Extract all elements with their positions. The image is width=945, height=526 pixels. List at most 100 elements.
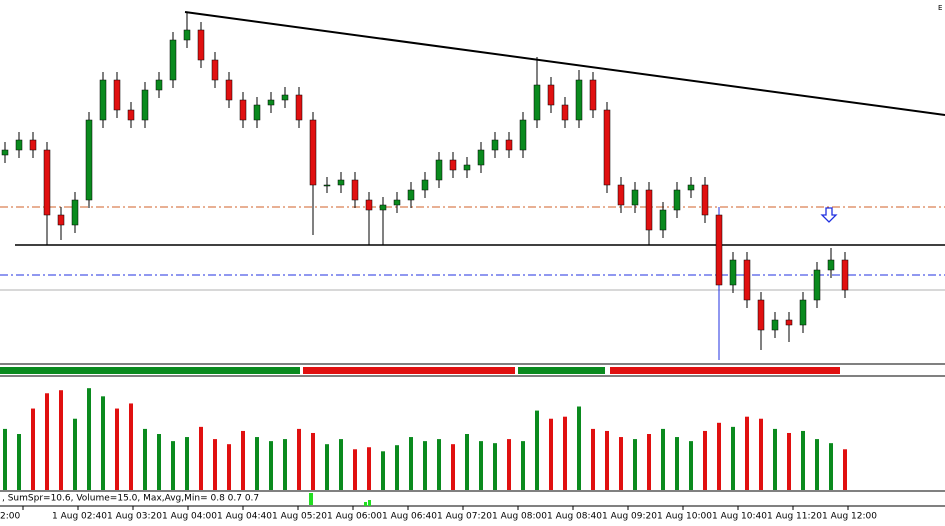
volume-bar — [507, 439, 511, 490]
x-tick-label: 1 Aug 09:20 — [602, 512, 657, 522]
candle-body — [29, 139, 37, 151]
volume-bar — [689, 441, 693, 490]
volume-bar — [577, 406, 581, 490]
candle-body — [729, 259, 737, 286]
volume-bar — [213, 439, 217, 490]
volume-bar — [255, 437, 259, 490]
candle-body — [449, 159, 457, 171]
volume-bar — [283, 439, 287, 490]
candle-body — [351, 179, 359, 201]
corner-text: E — [938, 4, 942, 12]
volume-bar — [185, 437, 189, 490]
x-tick-label: 1 Aug 08:40 — [547, 512, 602, 522]
volume-bar — [633, 439, 637, 490]
volume-bar — [801, 430, 805, 490]
x-tick-label: 1 Aug 10:00 — [657, 512, 712, 522]
volume-bar — [437, 439, 441, 490]
candle-body — [267, 99, 275, 106]
candle-body — [407, 189, 415, 201]
volume-bar — [199, 426, 203, 490]
x-tick-label: 1 Aug 04:00 — [162, 512, 217, 522]
indicator-tick — [309, 493, 313, 505]
candle-body — [743, 259, 751, 301]
volume-bar — [563, 416, 567, 490]
volume-bar — [129, 403, 133, 490]
x-tick-label: 1 Aug 07:20 — [437, 512, 492, 522]
volume-bar — [521, 441, 525, 490]
candle-body — [197, 29, 205, 61]
candle-body — [561, 104, 569, 121]
candle-body — [225, 79, 233, 101]
candle-body — [309, 119, 317, 186]
trend-bar — [0, 367, 300, 374]
volume-bar — [787, 432, 791, 490]
signal-arrow — [820, 207, 838, 223]
volume-bar — [409, 437, 413, 490]
candle-body — [827, 259, 835, 271]
volume-bar — [367, 447, 371, 490]
candle-body — [141, 89, 149, 121]
candle-body — [239, 99, 247, 121]
candle-body — [477, 149, 485, 166]
volume-bar — [115, 408, 119, 490]
volume-bar — [843, 449, 847, 490]
volume-bar — [535, 410, 539, 490]
candle-body — [155, 79, 163, 91]
volume-bar — [493, 443, 497, 490]
x-tick-label: 1 Aug 10:40 — [712, 512, 767, 522]
candle-body — [841, 259, 849, 291]
candle-body — [113, 79, 121, 111]
indicator-tick — [364, 502, 367, 506]
x-tick-label: 1 Aug 02:40 — [52, 512, 107, 522]
volume-bar — [59, 390, 63, 490]
volume-bar — [325, 444, 329, 490]
volume-bar — [465, 434, 469, 490]
candle-body — [337, 179, 345, 186]
candle-body — [43, 149, 51, 216]
candle-body — [127, 109, 135, 121]
trend-bar — [610, 367, 840, 374]
trend-bar — [518, 367, 605, 374]
x-tick-label: 1 Aug 12:00 — [822, 512, 877, 522]
candle-body — [211, 59, 219, 81]
candle-body — [519, 119, 527, 151]
candle-body — [659, 209, 667, 231]
volume-bar — [423, 441, 427, 490]
trendline — [184, 11, 945, 116]
candle-body — [491, 139, 499, 151]
x-tick-label: 1 Aug 06:40 — [382, 512, 437, 522]
x-tick-label: 1 Aug 05:20 — [272, 512, 327, 522]
volume-bar — [451, 444, 455, 490]
volume-bar — [3, 428, 7, 490]
x-tick-label: 1 Aug 11:20 — [767, 512, 822, 522]
volume-bar — [73, 418, 77, 490]
volume-bar — [395, 445, 399, 490]
candle-body — [547, 84, 555, 106]
candle-body — [463, 164, 471, 171]
candle-body — [1, 149, 9, 156]
volume-bar — [479, 441, 483, 490]
candle-body — [505, 139, 513, 151]
x-tick-label: 1 Aug 03:20 — [107, 512, 162, 522]
volume-bar — [143, 428, 147, 490]
x-tick-label: 1 Aug 08:00 — [492, 512, 547, 522]
candle-body — [85, 119, 93, 201]
candle-body — [785, 319, 793, 326]
volume-bar — [31, 408, 35, 490]
trend-bar — [303, 367, 515, 374]
candle-body — [295, 94, 303, 121]
volume-bar — [731, 426, 735, 490]
candle-body — [715, 214, 723, 286]
volume-bar — [17, 434, 21, 490]
candle-body — [631, 189, 639, 206]
candle-body — [99, 79, 107, 121]
candle-body — [533, 84, 541, 121]
candle-body — [687, 184, 695, 191]
candle-body — [771, 319, 779, 331]
volume-bar — [171, 441, 175, 490]
volume-bar — [381, 451, 385, 490]
volume-bar — [717, 422, 721, 490]
status-text: , SumSpr=10.6, Volume=15.0, Max,Avg,Min=… — [2, 494, 259, 504]
volume-bar — [647, 434, 651, 490]
volume-bar — [619, 437, 623, 490]
